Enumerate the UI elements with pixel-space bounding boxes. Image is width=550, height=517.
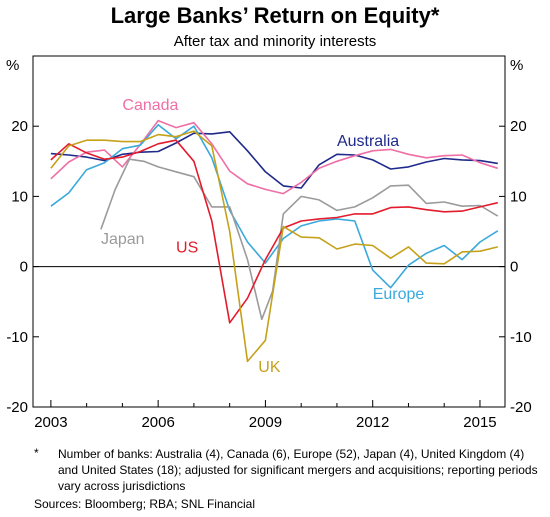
series-line-us bbox=[50, 139, 498, 324]
series-label-us: US bbox=[176, 240, 198, 257]
x-tick-label: 2006 bbox=[141, 414, 174, 431]
footnote-text: Number of banks: Australia (4), Canada (… bbox=[58, 447, 538, 493]
series-label-uk: UK bbox=[258, 359, 281, 376]
y-tick-label-left: -20 bbox=[6, 399, 28, 416]
y-unit-left: % bbox=[6, 57, 19, 74]
x-tick-label: 2009 bbox=[249, 414, 282, 431]
y-tick-label-left: 20 bbox=[11, 118, 28, 135]
chart-title: Large Banks’ Return on Equity* bbox=[110, 3, 440, 28]
series-label-australia: Australia bbox=[337, 133, 399, 150]
x-tick-label: 2003 bbox=[34, 414, 67, 431]
y-tick-label-left: -10 bbox=[6, 329, 28, 346]
y-tick-label-right: -10 bbox=[510, 329, 532, 346]
y-unit-right: % bbox=[510, 57, 523, 74]
series-line-australia bbox=[50, 131, 498, 189]
y-tick-label-right: 0 bbox=[510, 259, 518, 276]
line-chart: -20 -20 -10 -10 0 0 10 10 20 20 2003 2006 2009 2012 20… bbox=[6, 55, 532, 431]
x-tick-label: 2015 bbox=[463, 414, 496, 431]
series-line-uk bbox=[50, 130, 498, 363]
series-line-europe bbox=[50, 124, 499, 289]
x-tick-label: 2012 bbox=[356, 414, 389, 431]
y-tick-label-right: 10 bbox=[510, 188, 527, 205]
y-tick-label-right: 20 bbox=[510, 118, 527, 135]
series-label-canada: Canada bbox=[122, 97, 178, 114]
series-line-canada bbox=[50, 119, 499, 195]
y-tick-label-left: 0 bbox=[20, 259, 28, 276]
series-label-europe: Europe bbox=[373, 286, 425, 303]
series-line-japan bbox=[100, 158, 499, 321]
footnote-marker: * bbox=[34, 446, 39, 460]
plot-frame bbox=[32, 55, 506, 408]
series-label-japan: Japan bbox=[101, 231, 145, 248]
sources-note: Sources: Bloomberg; RBA; SNL Financial bbox=[34, 497, 255, 511]
y-tick-label-left: 10 bbox=[11, 188, 28, 205]
chart-subtitle: After tax and minority interests bbox=[173, 33, 377, 50]
y-tick-label-right: -20 bbox=[510, 399, 532, 416]
